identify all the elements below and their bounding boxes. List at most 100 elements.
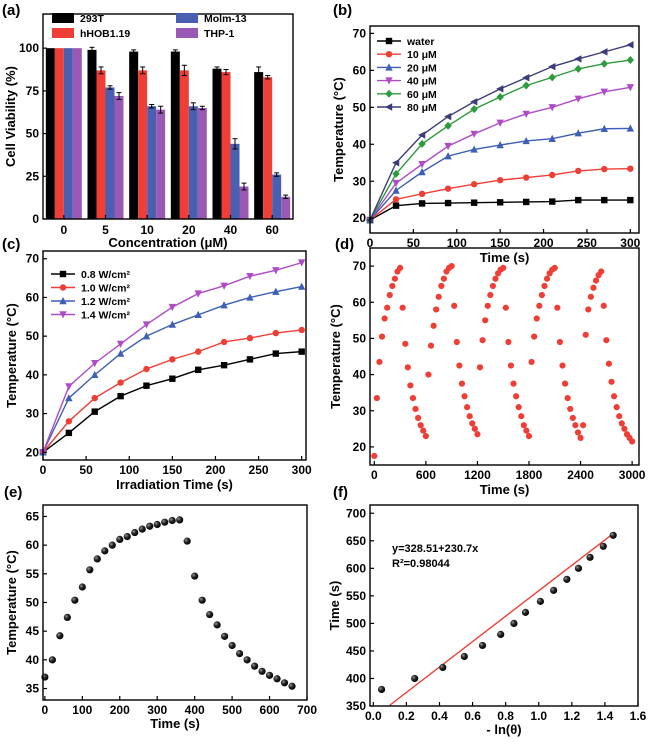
data-point <box>574 64 582 73</box>
x-tick-label: 500 <box>222 703 242 717</box>
data-point <box>586 553 594 561</box>
x-tick-label: 0.2 <box>398 709 415 723</box>
x-tick-label: 600 <box>260 703 280 717</box>
data-point <box>153 520 161 529</box>
data-point <box>616 413 623 420</box>
data-point <box>377 685 386 694</box>
x-tick-label: 2400 <box>567 468 594 482</box>
data-point <box>384 304 391 311</box>
x-tick-label: 300 <box>147 703 167 717</box>
data-point <box>117 379 124 386</box>
data-point <box>548 134 556 142</box>
y-tick-label: 600 <box>346 561 366 575</box>
y-tick-label: 30 <box>353 174 367 188</box>
legend-marker <box>385 37 393 45</box>
data-point <box>142 332 151 340</box>
data-point <box>272 329 280 337</box>
data-point <box>541 282 548 290</box>
data-point <box>601 196 608 204</box>
x-tick-label: 0.4 <box>431 709 448 723</box>
y-tick-label: 350 <box>346 699 366 713</box>
data-point <box>572 422 579 429</box>
data-point <box>469 420 476 427</box>
legend-label: 0.8 W/cm² <box>81 269 131 281</box>
data-point <box>280 679 289 687</box>
plot-frame <box>369 247 640 466</box>
data-point <box>554 304 561 311</box>
data-point <box>577 434 584 441</box>
x-tick-label: 700 <box>297 703 317 717</box>
data-point <box>513 393 520 400</box>
data-point <box>176 516 184 524</box>
y-tick-label: 0 <box>32 212 39 226</box>
data-point <box>599 542 607 550</box>
data-point <box>273 675 281 683</box>
x-tick-label: 1.0 <box>530 709 547 723</box>
data-point <box>246 272 254 281</box>
data-point <box>613 404 620 411</box>
series-line <box>369 167 631 221</box>
data-point <box>194 290 202 298</box>
x-tick-label: 50 <box>407 236 421 250</box>
data-point <box>497 630 505 639</box>
legend-marker <box>59 270 67 278</box>
data-point <box>574 129 582 137</box>
data-point <box>404 364 411 371</box>
data-point <box>422 432 429 440</box>
y-tick-label: 70 <box>26 252 40 266</box>
y-tick-label: 65 <box>26 509 40 523</box>
bar <box>188 106 198 219</box>
legend-marker <box>385 63 393 71</box>
x-tick-label: 50 <box>79 463 93 477</box>
y-axis-label: Temperature (°C) <box>4 303 19 408</box>
y-axis-label: Time (s) <box>327 581 342 631</box>
data-point <box>461 393 468 400</box>
data-point <box>418 161 426 169</box>
data-point <box>93 555 101 563</box>
data-point <box>626 56 635 65</box>
data-point <box>621 425 628 432</box>
data-point <box>246 356 254 363</box>
bar <box>263 77 273 219</box>
data-point <box>609 531 617 539</box>
y-tick-label: 500 <box>346 616 366 630</box>
data-point <box>409 394 417 402</box>
y-tick-label: 450 <box>346 644 366 658</box>
data-point <box>626 41 634 49</box>
x-tick-label: 1200 <box>464 468 491 482</box>
data-point <box>142 321 151 329</box>
data-point <box>510 380 517 387</box>
data-point <box>548 73 556 82</box>
data-point <box>63 613 71 622</box>
data-point <box>265 671 274 679</box>
plot-frame <box>42 13 294 220</box>
legend-label: 1.2 W/cm² <box>81 296 131 308</box>
bar <box>230 143 240 219</box>
data-point <box>65 394 73 402</box>
x-tick-label: 0.6 <box>464 709 481 723</box>
data-point <box>418 168 426 176</box>
y-tick-label: 50 <box>26 596 40 610</box>
bar <box>254 72 264 219</box>
x-tick-label: 300 <box>292 463 312 477</box>
data-point <box>471 425 478 432</box>
panel-label: (d) <box>335 236 354 253</box>
data-point <box>533 315 540 322</box>
legend-marker <box>385 77 393 85</box>
bar <box>272 174 282 219</box>
data-point <box>378 333 386 340</box>
data-point <box>412 405 419 413</box>
data-point <box>478 641 487 650</box>
data-point <box>228 641 236 650</box>
data-point <box>600 124 608 132</box>
data-point <box>439 663 447 672</box>
data-point <box>297 259 306 267</box>
data-point <box>500 264 507 271</box>
data-point <box>484 302 491 309</box>
data-point <box>456 362 463 369</box>
bar <box>281 196 291 219</box>
data-point <box>550 586 558 594</box>
x-tick-label: 5 <box>102 223 109 237</box>
data-point <box>116 349 125 357</box>
panel-label: (c) <box>2 236 20 253</box>
